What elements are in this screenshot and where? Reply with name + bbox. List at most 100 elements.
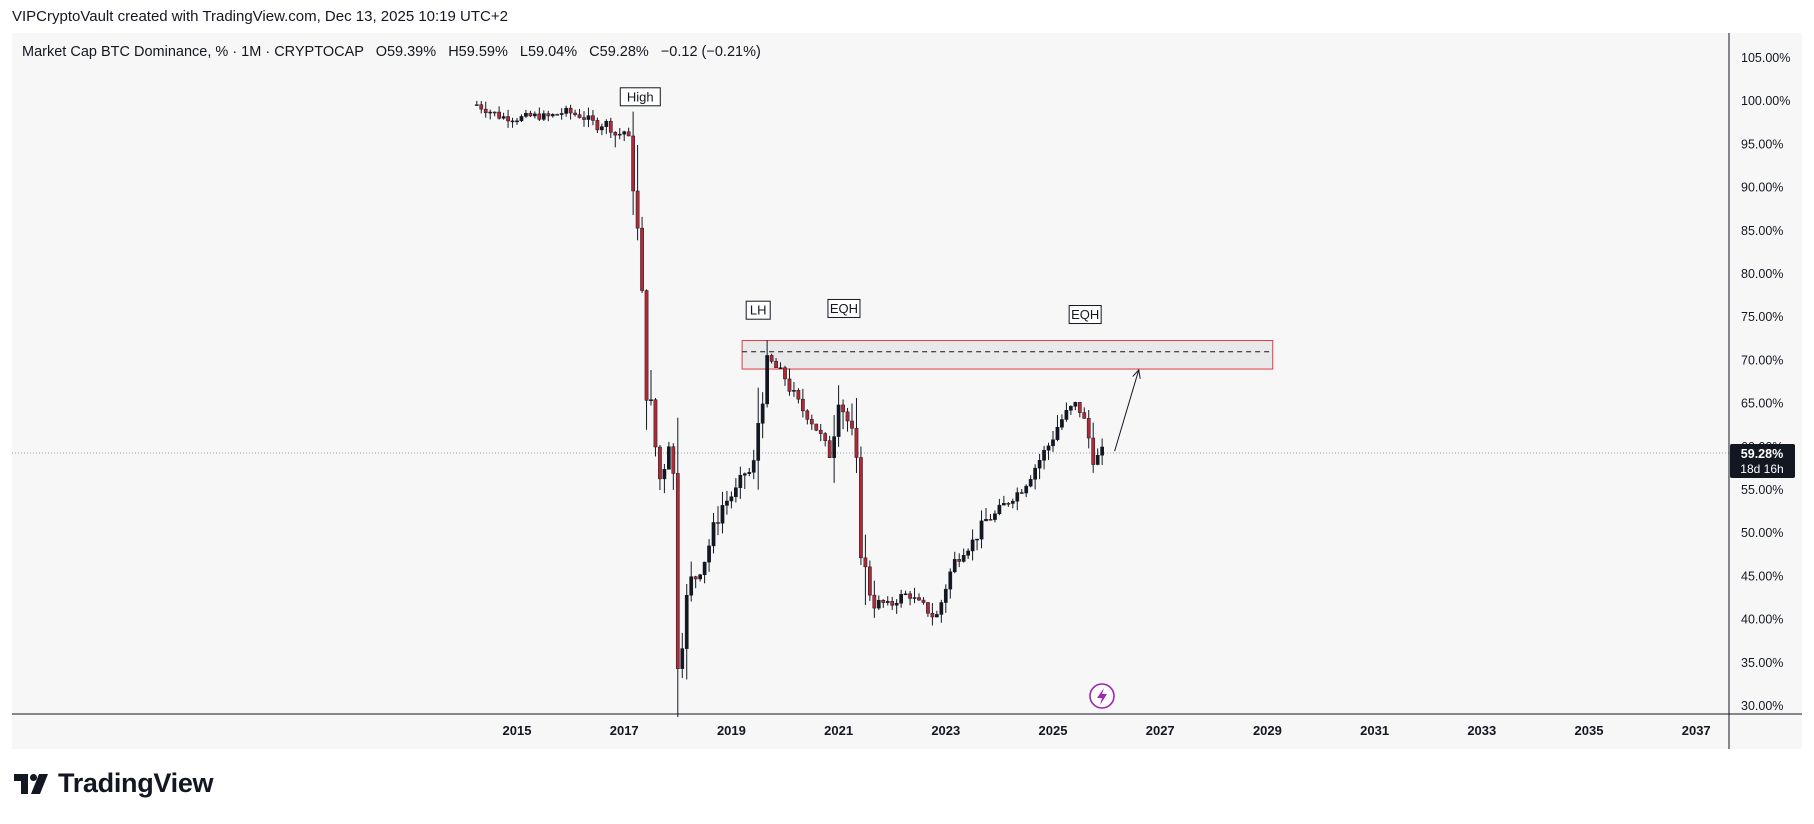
candle-body: [510, 120, 515, 123]
candle-body: [488, 111, 493, 114]
y-tick-label: 65.00%: [1741, 397, 1783, 411]
candle-body: [729, 496, 734, 502]
candle-body: [881, 599, 886, 603]
candle-body: [1042, 450, 1046, 461]
candle-body: [809, 419, 814, 425]
x-tick-label: 2033: [1467, 723, 1496, 738]
candle-body: [595, 120, 600, 131]
resistance-zone[interactable]: [741, 340, 1274, 370]
candle-body: [479, 104, 484, 110]
candle-body: [765, 355, 769, 405]
candle-body: [792, 390, 796, 392]
candle-body: [1024, 485, 1029, 494]
candle-body: [926, 602, 930, 614]
candle-body: [823, 433, 828, 441]
candle-body: [689, 576, 694, 596]
candle-body: [604, 121, 609, 127]
candle-body: [474, 104, 479, 106]
y-tick-label: 45.00%: [1741, 569, 1783, 583]
candle-body: [1082, 412, 1087, 419]
candle-body: [483, 108, 488, 114]
tradingview-logo-icon: [14, 773, 48, 794]
candle-body: [1055, 426, 1060, 440]
x-tick-label: 2029: [1253, 723, 1282, 738]
candle-body: [680, 648, 685, 669]
candle-body: [774, 361, 778, 369]
candle-body: [760, 403, 765, 424]
legend-low: L59.04%: [519, 44, 578, 60]
tradingview-brand[interactable]: TradingView: [14, 768, 214, 799]
tradingview-wordmark: TradingView: [58, 768, 214, 798]
candle-body: [988, 519, 993, 521]
candle-body: [952, 559, 957, 573]
candle-body: [1086, 418, 1091, 439]
x-tick-label: 2037: [1682, 723, 1711, 738]
candle-body: [917, 597, 921, 601]
candle-body: [863, 557, 868, 568]
projection-arrow-head: [1132, 368, 1141, 379]
candle-body: [533, 113, 537, 117]
x-tick-label: 2017: [610, 723, 639, 738]
candle-body: [796, 390, 801, 400]
last-price-value: 59.28%: [1741, 447, 1783, 461]
candle-body: [582, 117, 586, 120]
candle-body: [667, 446, 671, 470]
candle-body: [550, 114, 555, 117]
events-lightning-icon[interactable]: [1089, 683, 1115, 709]
candle-body: [948, 571, 953, 590]
projection-arrow[interactable]: [1114, 369, 1140, 452]
candle-body: [559, 113, 564, 115]
y-tick-label: 95.00%: [1741, 137, 1783, 151]
y-tick-label: 75.00%: [1741, 310, 1783, 324]
candle-body: [850, 420, 854, 429]
x-tick-label: 2015: [503, 723, 532, 738]
y-tick-label: 55.00%: [1741, 483, 1783, 497]
candle-body: [854, 428, 859, 458]
candle-body: [546, 113, 551, 117]
x-tick-label: 2027: [1146, 723, 1175, 738]
annotation-box: [1068, 305, 1102, 325]
candle-body: [894, 602, 899, 606]
annotation-high: High: [619, 87, 661, 107]
symbol-name: Market Cap BTC Dominance, % · 1M · CRYPT…: [22, 44, 364, 60]
y-tick-label: 40.00%: [1741, 613, 1783, 627]
candle-body: [876, 599, 881, 609]
candle-body: [921, 599, 926, 603]
candle-body: [814, 423, 819, 431]
y-tick-label: 80.00%: [1741, 267, 1783, 281]
candle-body: [957, 559, 962, 562]
candle-body: [537, 113, 542, 120]
candle-body: [966, 550, 970, 556]
candle-body: [1046, 445, 1051, 451]
annotation-label: EQH: [830, 301, 858, 316]
legend-change: −0.12 (−0.21%): [660, 44, 761, 60]
y-tick-label: 50.00%: [1741, 526, 1783, 540]
candle-body: [658, 446, 662, 480]
x-tick-label: 2023: [931, 723, 960, 738]
candle-body: [845, 411, 850, 422]
candle-body: [640, 227, 644, 291]
candle-body: [613, 132, 618, 136]
chart-attribution: VIPCryptoVault created with TradingView.…: [12, 8, 508, 25]
candle-body: [644, 290, 649, 401]
candle-body: [577, 114, 582, 118]
candle-body: [769, 355, 774, 362]
candle-body: [908, 593, 912, 599]
candle-body: [859, 457, 863, 559]
candle-body: [506, 116, 510, 122]
candle-body: [671, 446, 676, 474]
candle-body: [801, 398, 805, 412]
candle-body: [1095, 454, 1100, 465]
candle-body: [631, 135, 635, 192]
candle-body: [635, 190, 640, 229]
candle-body: [961, 555, 966, 562]
candle-body: [693, 576, 698, 580]
candle-body: [841, 404, 845, 413]
candle-body: [984, 519, 988, 522]
candle-body: [675, 473, 680, 669]
candle-body: [492, 111, 497, 114]
candle-body: [622, 131, 627, 135]
y-tick-label: 35.00%: [1741, 656, 1783, 670]
annotation-box: [619, 87, 661, 107]
